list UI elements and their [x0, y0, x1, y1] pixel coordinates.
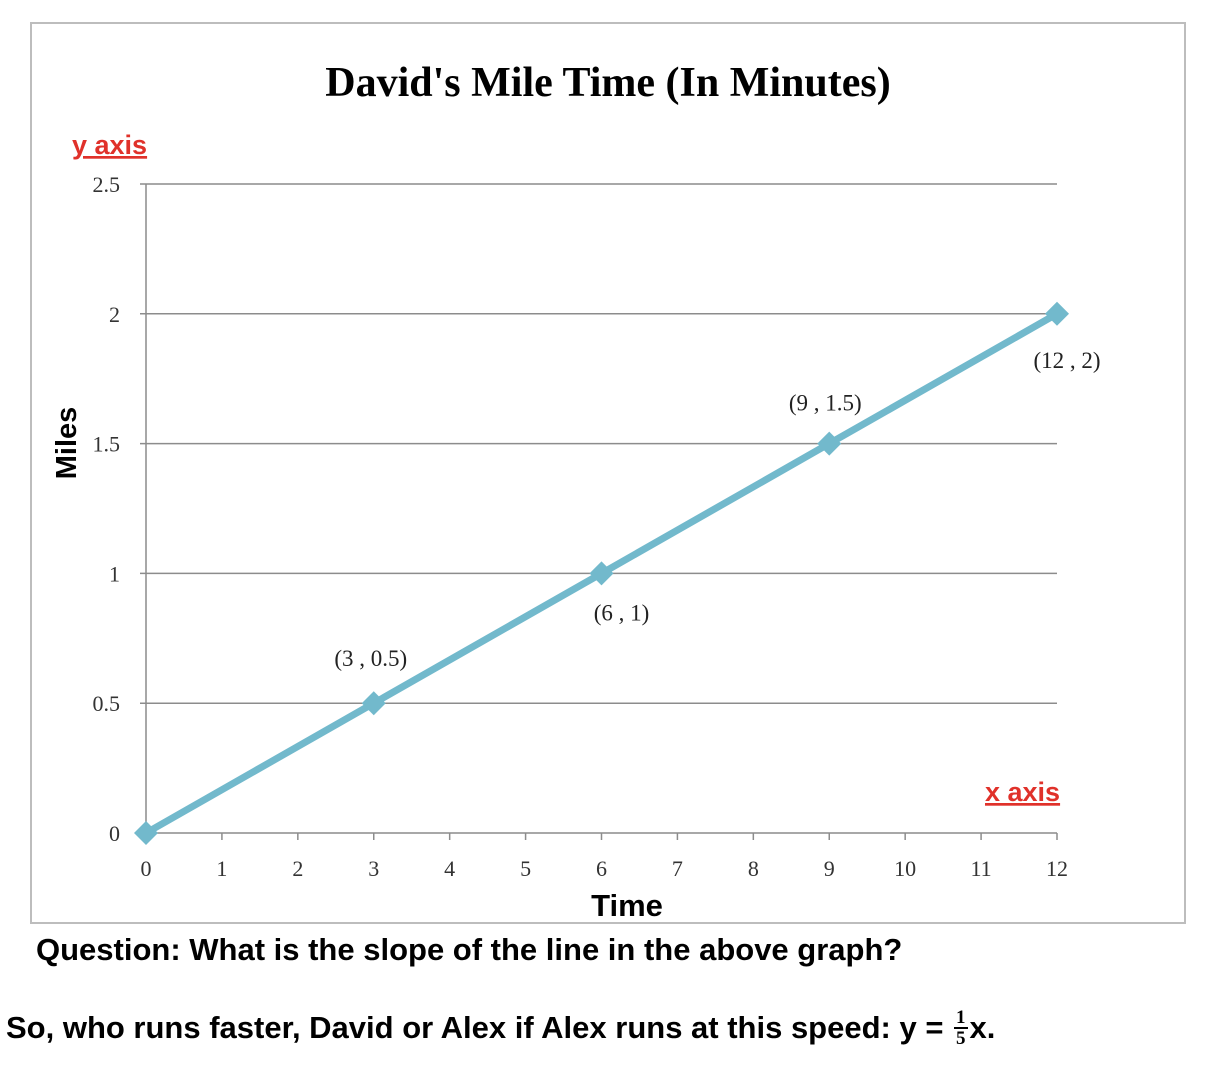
x-axis-label: Time: [591, 888, 663, 923]
followup-prefix: So, who runs faster, David or Alex if Al…: [6, 1010, 953, 1046]
x-tick-label: 2: [292, 856, 303, 881]
x-tick-label: 7: [672, 856, 683, 881]
line-chart: David's Mile Time (In Minutes) y axis x …: [51, 60, 1101, 923]
x-tick-label: 1: [216, 856, 227, 881]
y-tick-label: 0.5: [93, 691, 121, 716]
data-point-marker: [817, 431, 842, 456]
x-tick-label: 10: [894, 856, 916, 881]
data-label: (3 , 0.5): [334, 646, 407, 671]
y-axis-label: Miles: [51, 407, 83, 480]
fraction-numerator: 1: [954, 1007, 968, 1029]
x-tick-label: 4: [444, 856, 455, 881]
chart-title: David's Mile Time (In Minutes): [325, 60, 890, 106]
x-tick-label: 5: [520, 856, 531, 881]
data-point-marker: [1045, 301, 1069, 326]
y-tick-label: 0: [109, 821, 120, 846]
fraction-denominator: 5: [956, 1028, 966, 1049]
data-label: (6 , 1): [594, 600, 650, 625]
x-tick-label: 11: [970, 856, 991, 881]
x-tick-label: 0: [141, 856, 152, 881]
x-tick-label: 6: [596, 856, 607, 881]
x-tick-label: 8: [748, 856, 759, 881]
data-point-marker: [361, 691, 386, 716]
chart-frame: [30, 22, 1186, 924]
y-tick-label: 1.5: [93, 432, 121, 457]
y-tick-label: 2: [109, 302, 120, 327]
y-tick-label: 2.5: [93, 172, 121, 197]
followup-suffix: x.: [969, 1010, 996, 1046]
x-axis-callout: x axis: [985, 777, 1060, 807]
x-tick-label: 9: [824, 856, 835, 881]
followup-text: So, who runs faster, David or Alex if Al…: [6, 1008, 996, 1050]
question-text: Question: What is the slope of the line …: [36, 932, 903, 967]
data-label: (9 , 1.5): [789, 391, 862, 416]
data-point-marker: [589, 561, 614, 586]
data-label: (12 , 2): [1033, 348, 1100, 373]
x-tick-label: 3: [368, 856, 379, 881]
x-tick-label: 12: [1046, 856, 1068, 881]
y-tick-label: 1: [109, 561, 120, 586]
y-axis-callout: y axis: [72, 130, 147, 160]
data-point-marker: [134, 821, 158, 845]
